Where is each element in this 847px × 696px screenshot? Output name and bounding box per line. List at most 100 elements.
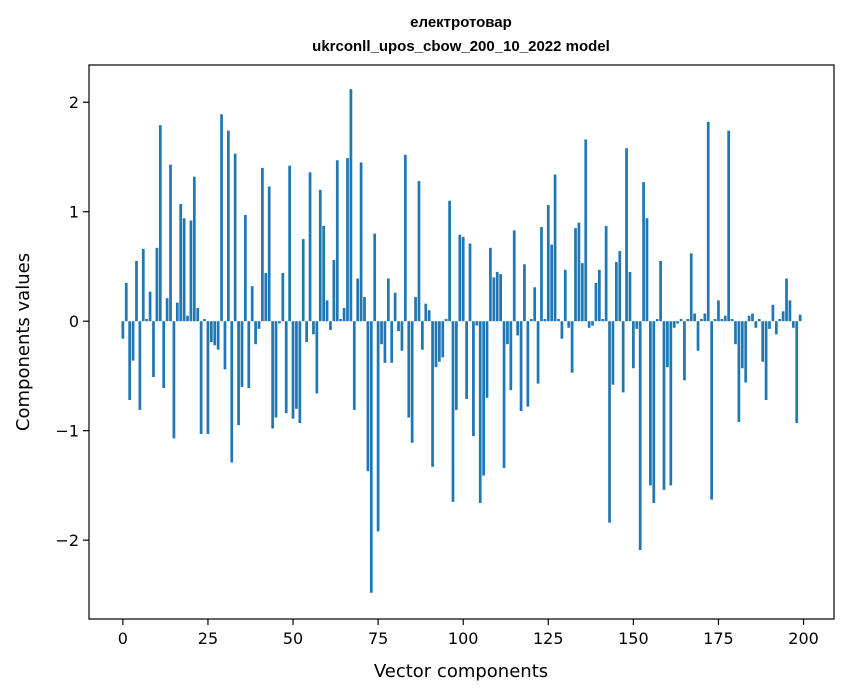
- bar-152: [638, 321, 642, 551]
- bar-41: [261, 167, 264, 322]
- bar-33: [233, 153, 237, 322]
- bar-141: [601, 319, 605, 322]
- bar-21: [192, 176, 196, 322]
- bar-94: [441, 321, 445, 358]
- bar-139: [594, 282, 598, 322]
- bar-40: [257, 321, 261, 329]
- bar-56: [312, 321, 315, 335]
- bar-161: [669, 321, 673, 486]
- bar-39: [254, 321, 257, 345]
- bar-108: [489, 247, 492, 322]
- x-axis-label: Vector components: [374, 661, 548, 682]
- bar-134: [577, 222, 581, 322]
- bar-153: [642, 182, 645, 322]
- bar-42: [264, 273, 268, 322]
- bar-112: [502, 321, 506, 468]
- bar-83: [403, 154, 407, 322]
- bar-52: [298, 321, 302, 424]
- bar-118: [523, 264, 526, 322]
- bar-1: [124, 282, 128, 322]
- bar-51: [295, 321, 298, 409]
- bar-3: [131, 321, 135, 361]
- bar-5: [138, 321, 142, 410]
- bar-179: [730, 319, 734, 322]
- bar-50: [291, 321, 295, 419]
- x-tick-label: 25: [198, 629, 218, 648]
- bar-57: [315, 321, 319, 394]
- bar-135: [580, 263, 584, 322]
- bar-32: [230, 321, 234, 463]
- bar-113: [506, 321, 509, 345]
- bar-36: [244, 215, 247, 322]
- bar-87: [417, 181, 421, 322]
- y-tick-label: −1: [55, 422, 79, 441]
- bar-193: [778, 319, 782, 322]
- bar-6: [141, 248, 145, 322]
- bar-126: [550, 244, 554, 322]
- bar-180: [734, 321, 737, 345]
- bar-154: [645, 218, 649, 322]
- bar-165: [683, 321, 686, 381]
- bar-129: [560, 321, 564, 339]
- bar-181: [737, 321, 741, 422]
- bar-164: [679, 319, 683, 322]
- bar-63: [335, 160, 339, 322]
- bar-2: [128, 321, 132, 401]
- bar-24: [203, 319, 206, 322]
- bar-89: [424, 303, 428, 322]
- bar-71: [363, 297, 366, 322]
- bar-199: [798, 314, 802, 322]
- bar-70: [359, 162, 363, 322]
- bar-53: [301, 239, 305, 322]
- bar-99: [458, 234, 462, 322]
- bar-95: [444, 319, 448, 322]
- bar-69: [356, 278, 360, 322]
- plot-frame: [88, 64, 835, 620]
- bar-10: [155, 247, 159, 322]
- bar-149: [628, 271, 632, 322]
- bar-183: [744, 321, 748, 383]
- bar-188: [761, 321, 765, 362]
- bar-137: [587, 321, 591, 328]
- x-tick-label: 75: [368, 629, 388, 648]
- bar-109: [492, 277, 496, 322]
- bar-101: [465, 321, 468, 399]
- bar-102: [468, 243, 472, 322]
- bar-110: [495, 271, 499, 322]
- bar-136: [584, 139, 588, 322]
- bar-92: [434, 321, 438, 368]
- bar-23: [199, 321, 203, 434]
- bar-105: [478, 321, 482, 503]
- bar-59: [322, 225, 326, 322]
- bar-197: [791, 321, 795, 328]
- bar-145: [614, 262, 618, 322]
- bar-0: [121, 321, 125, 339]
- bar-65: [342, 308, 346, 322]
- bar-115: [512, 230, 516, 322]
- bar-67: [349, 89, 353, 322]
- y-tick-label: 0: [69, 312, 79, 331]
- bar-168: [693, 313, 696, 322]
- bar-31: [227, 130, 230, 322]
- bar-76: [380, 321, 383, 345]
- bar-170: [700, 319, 703, 322]
- bar-26: [209, 321, 213, 342]
- bar-186: [754, 321, 758, 328]
- bar-148: [625, 148, 628, 322]
- bar-173: [710, 321, 714, 500]
- bar-132: [570, 321, 574, 373]
- bar-127: [553, 174, 557, 322]
- bar-172: [706, 121, 710, 322]
- bar-80: [393, 292, 397, 322]
- bar-35: [240, 321, 244, 387]
- bar-190: [768, 321, 771, 329]
- bar-194: [781, 311, 785, 322]
- bar-155: [649, 321, 652, 486]
- bar-97: [451, 321, 455, 502]
- bar-195: [785, 278, 788, 322]
- bar-47: [281, 273, 285, 322]
- y-tick-label: 1: [69, 203, 79, 222]
- bar-73: [369, 321, 373, 593]
- bar-9: [152, 321, 155, 378]
